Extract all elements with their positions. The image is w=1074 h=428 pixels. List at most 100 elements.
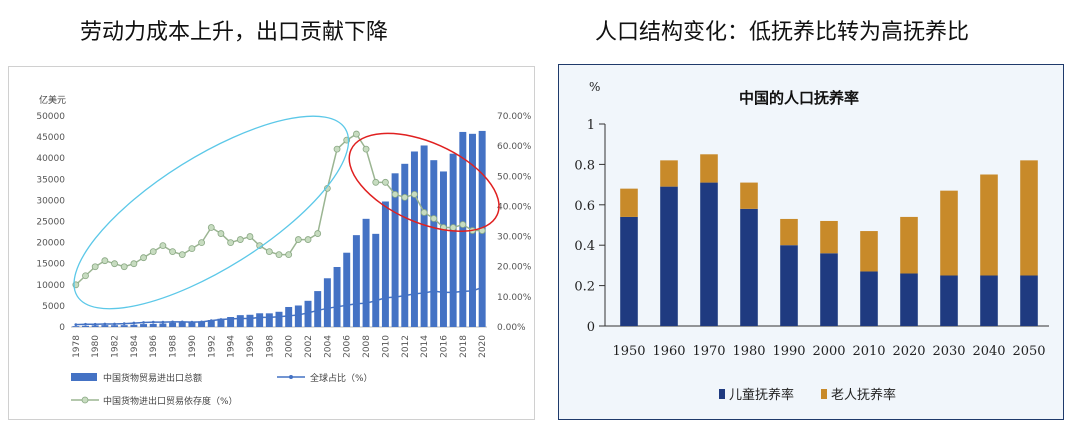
x-tick-label: 2004	[323, 335, 333, 358]
x-tick-label: 1988	[169, 335, 179, 358]
bar-trade-total	[439, 171, 447, 327]
point-global-share	[258, 315, 262, 319]
trade-chart: 亿美元 0 5000 10000 15000 20000 25000 30000 35000 40…	[36, 94, 532, 407]
x-tick-label: 2030	[932, 344, 965, 359]
x-tick-label: 1990	[188, 335, 198, 358]
bar-trade-total	[91, 325, 99, 327]
x-tick-label: 1982	[111, 335, 121, 358]
point-global-share	[413, 292, 416, 296]
y-right-tick-label: 10.00%	[497, 293, 532, 303]
point-trade-dependence	[159, 242, 167, 250]
bar-elderly-dependency	[660, 160, 678, 187]
point-global-share	[180, 320, 184, 324]
x-tick-label: 2000	[285, 335, 295, 358]
y-right-tick-label: 60.00%	[497, 142, 532, 152]
y-left-tick-label: 5000	[42, 302, 65, 312]
point-global-share	[238, 317, 242, 320]
y-right-tick-label: 0.00%	[497, 323, 526, 333]
x-tick-label: 1950	[612, 344, 645, 359]
bar-trade-total	[372, 233, 380, 327]
dependency-chart: % 中国的人口抚养率 0 0.2 0.4 0.6 0.8 1 1950 1960 1970 1980 1…	[574, 80, 1049, 403]
bar-trade-total	[111, 325, 119, 327]
x-tick-label: 1998	[265, 335, 275, 358]
point-trade-dependence	[227, 239, 235, 247]
bar-trade-total	[420, 145, 428, 327]
point-global-share	[451, 290, 455, 294]
point-trade-dependence	[246, 233, 254, 240]
bar-elderly-dependency	[700, 154, 718, 183]
bar-elderly-dependency	[1020, 160, 1038, 276]
bar-trade-total	[430, 160, 438, 327]
point-trade-dependence	[352, 130, 360, 138]
x-tick-label: 2012	[401, 335, 411, 358]
point-global-share	[354, 302, 358, 306]
point-trade-dependence	[236, 236, 244, 243]
point-trade-dependence	[294, 236, 302, 243]
bar-trade-total	[217, 318, 225, 327]
bar-child-dependency	[620, 216, 638, 326]
point-global-share	[142, 321, 145, 324]
point-global-share	[171, 320, 174, 324]
x-tick-label: 2040	[972, 344, 1005, 359]
bar-trade-total	[236, 315, 244, 327]
point-global-share	[209, 319, 213, 323]
point-global-share	[248, 317, 252, 320]
y-left-tick-label: 40000	[36, 154, 65, 164]
bar-trade-total	[149, 323, 157, 327]
legend-label-elderly-dependency: 老人抚养率	[831, 387, 896, 403]
bar-trade-total	[140, 324, 148, 327]
bar-trade-total	[82, 325, 89, 327]
bar-child-dependency	[940, 275, 958, 326]
bar-child-dependency	[700, 182, 718, 326]
bar-elderly-dependency	[780, 218, 798, 246]
point-trade-dependence	[420, 209, 428, 216]
x-tick-label: 2020	[478, 335, 488, 358]
point-global-share	[442, 290, 445, 294]
x-tick-label: 1984	[130, 335, 140, 358]
point-global-share	[296, 313, 300, 317]
y-left-tick-label: 50000	[36, 112, 65, 122]
point-trade-dependence	[217, 230, 225, 237]
x-tick-label: 2006	[343, 335, 353, 358]
bar-elderly-dependency	[860, 231, 878, 272]
bar-trade-total	[207, 320, 215, 327]
point-global-share	[219, 318, 223, 321]
bar-child-dependency	[900, 273, 918, 326]
point-global-share	[374, 299, 378, 303]
annotation-ellipse-falling	[348, 132, 500, 232]
point-global-share	[325, 306, 329, 310]
bar-child-dependency	[740, 208, 758, 326]
point-trade-dependence	[82, 272, 89, 280]
bar-trade-total	[449, 153, 457, 327]
point-trade-dependence	[304, 236, 312, 243]
y-left-tick-label: 0	[59, 323, 65, 333]
x-tick-label: 2014	[420, 335, 430, 358]
x-tick-label: 2010	[852, 344, 885, 359]
point-global-share	[132, 321, 136, 325]
bar-trade-total	[198, 321, 206, 327]
point-global-share	[384, 296, 387, 300]
x-tick-label: 2018	[459, 335, 469, 358]
x-tick-label: 1996	[246, 335, 256, 358]
bar-elderly-dependency	[820, 220, 838, 254]
bar-child-dependency	[860, 271, 878, 326]
point-global-share	[364, 301, 368, 305]
point-trade-dependence	[362, 145, 370, 153]
bar-child-dependency	[820, 253, 838, 326]
point-global-share	[480, 286, 484, 289]
point-trade-dependence	[411, 190, 418, 198]
bar-trade-total	[352, 235, 360, 327]
legend-swatch-child-dependency	[719, 389, 725, 399]
point-trade-dependence	[178, 251, 186, 259]
y-right-tick-label: 50.00%	[497, 172, 532, 182]
point-trade-dependence	[169, 248, 176, 256]
bar-trade-total	[381, 201, 389, 327]
legend-swatch-trade-total	[71, 373, 97, 381]
x-tick-label: 1970	[692, 344, 725, 359]
point-trade-dependence	[91, 263, 99, 271]
x-tick-label: 1980	[732, 344, 765, 359]
x-tick-label: 2050	[1012, 344, 1045, 359]
point-global-share	[432, 289, 436, 293]
bar-trade-total	[130, 324, 138, 327]
point-trade-dependence	[188, 245, 196, 253]
